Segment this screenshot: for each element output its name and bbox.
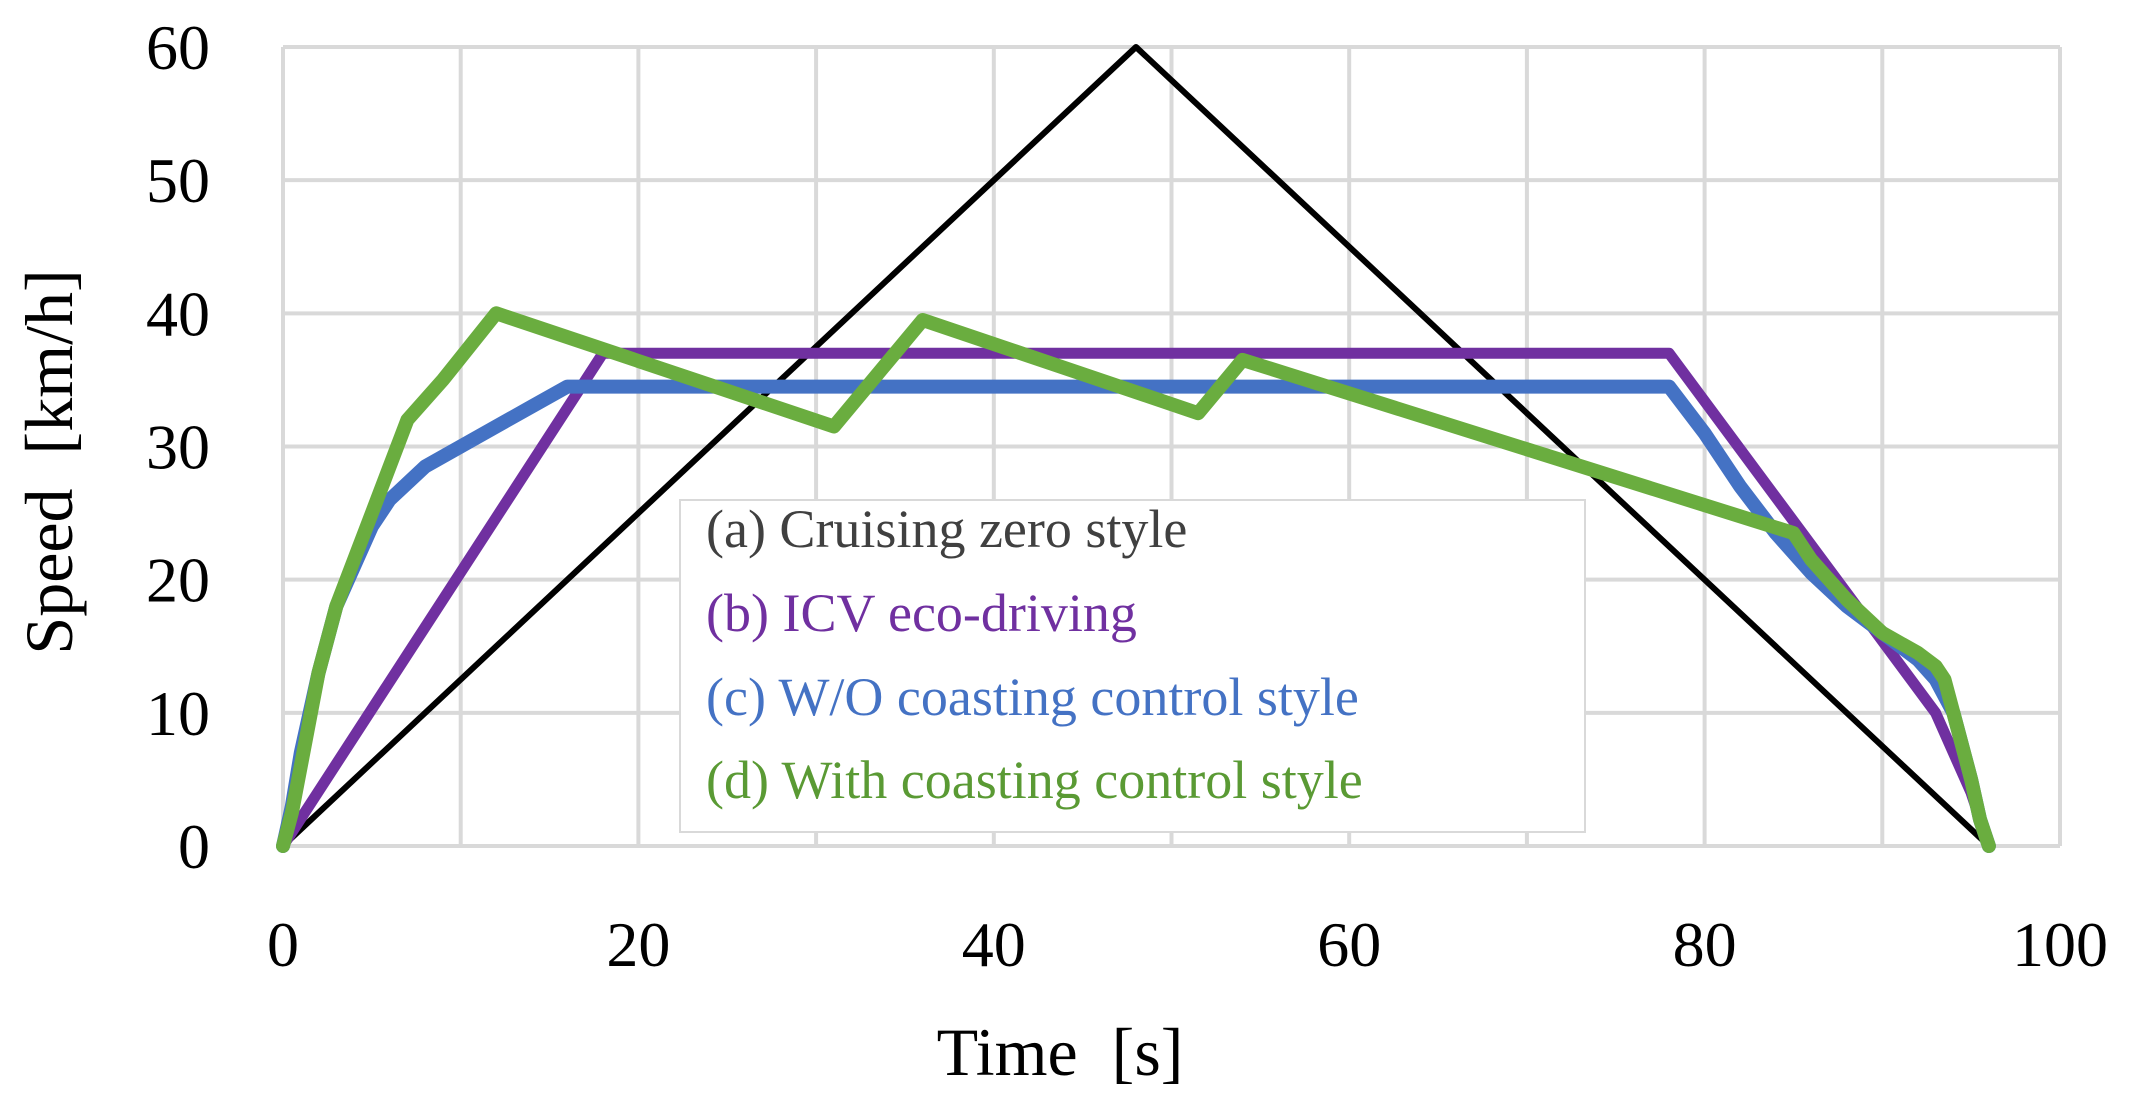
x-tick-label: 0	[267, 909, 299, 980]
legend-item-2: (b) ICV eco-driving	[706, 583, 1137, 643]
legend-item-1: (a) Cruising zero style	[706, 499, 1187, 559]
y-tick-label: 30	[146, 412, 210, 483]
legend-items: (a) Cruising zero style (b) ICV eco-drivi…	[706, 499, 1363, 810]
y-tick-label: 0	[178, 811, 210, 882]
legend-item-3: (c) W/O coasting control style	[706, 667, 1359, 727]
x-tick-label: 100	[2012, 909, 2108, 980]
legend-item-4: (d) With coasting control style	[706, 750, 1363, 810]
y-tick-label: 20	[146, 545, 210, 616]
x-axis-title: Time [s]	[937, 1014, 1184, 1090]
y-tick-label: 50	[146, 145, 210, 216]
series-lines	[276, 44, 1996, 853]
x-tick-label: 40	[962, 909, 1026, 980]
y-tick-label: 40	[146, 278, 210, 349]
x-tick-label: 60	[1317, 909, 1381, 980]
y-axis-title: Speed [km/h]	[11, 269, 87, 654]
x-tick-label: 80	[1673, 909, 1737, 980]
legend: (a) Cruising zero style (b) ICV eco-drivi…	[679, 499, 1586, 833]
x-tick-label: 20	[606, 909, 670, 980]
series-line-4	[276, 306, 1996, 853]
y-tick-label: 10	[146, 678, 210, 749]
x-axis-ticks: 0 20 40 60 80 100	[267, 909, 2108, 980]
y-axis-ticks: 0 10 20 30 40 50 60	[146, 12, 210, 882]
series-line-1	[280, 44, 1992, 849]
y-tick-label: 60	[146, 12, 210, 83]
legend-box	[679, 499, 1586, 833]
